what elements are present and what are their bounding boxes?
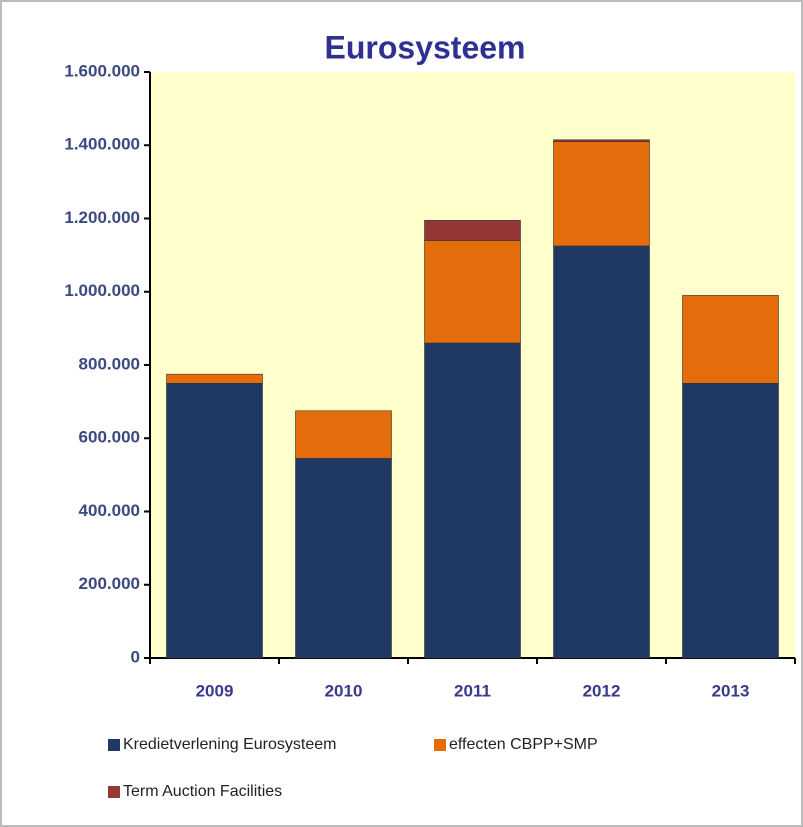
bar-segment <box>424 240 521 344</box>
x-tick-label: 2013 <box>712 681 750 700</box>
chart-title: Eurosysteem <box>325 29 526 65</box>
bar-segment <box>166 383 263 659</box>
legend-swatch <box>434 739 446 751</box>
x-tick-label: 2010 <box>325 681 363 700</box>
bar-segment <box>295 410 392 459</box>
y-tick-label: 1.000.000 <box>64 281 140 300</box>
bar-segment <box>424 220 521 241</box>
bar-segment <box>682 383 779 659</box>
y-tick-label: 1.200.000 <box>64 208 140 227</box>
y-tick-label: 200.000 <box>79 574 140 593</box>
y-tick-label: 1.600.000 <box>64 61 140 80</box>
bar-segment <box>166 373 263 384</box>
legend-label: Term Auction Facilities <box>123 783 282 800</box>
legend-swatch <box>108 739 120 751</box>
x-tick-label: 2012 <box>583 681 621 700</box>
bar-segment <box>682 295 779 384</box>
y-tick-label: 0 <box>131 647 140 666</box>
x-tick-label: 2011 <box>454 681 491 700</box>
x-tick-label: 2009 <box>196 681 234 700</box>
bar-segment <box>424 342 521 659</box>
bar-segment <box>553 139 650 142</box>
y-tick-label: 800.000 <box>79 354 140 373</box>
legend-label: effecten CBPP+SMP <box>449 736 598 753</box>
legend-label: Kredietverlening Eurosysteem <box>123 736 336 753</box>
bar-segment <box>553 141 650 247</box>
bar-segment <box>553 245 650 659</box>
legend-swatch <box>108 786 120 798</box>
y-tick-label: 1.400.000 <box>64 135 140 154</box>
bar-segment <box>295 458 392 659</box>
y-tick-label: 600.000 <box>79 428 140 447</box>
y-tick-label: 400.000 <box>79 501 140 520</box>
